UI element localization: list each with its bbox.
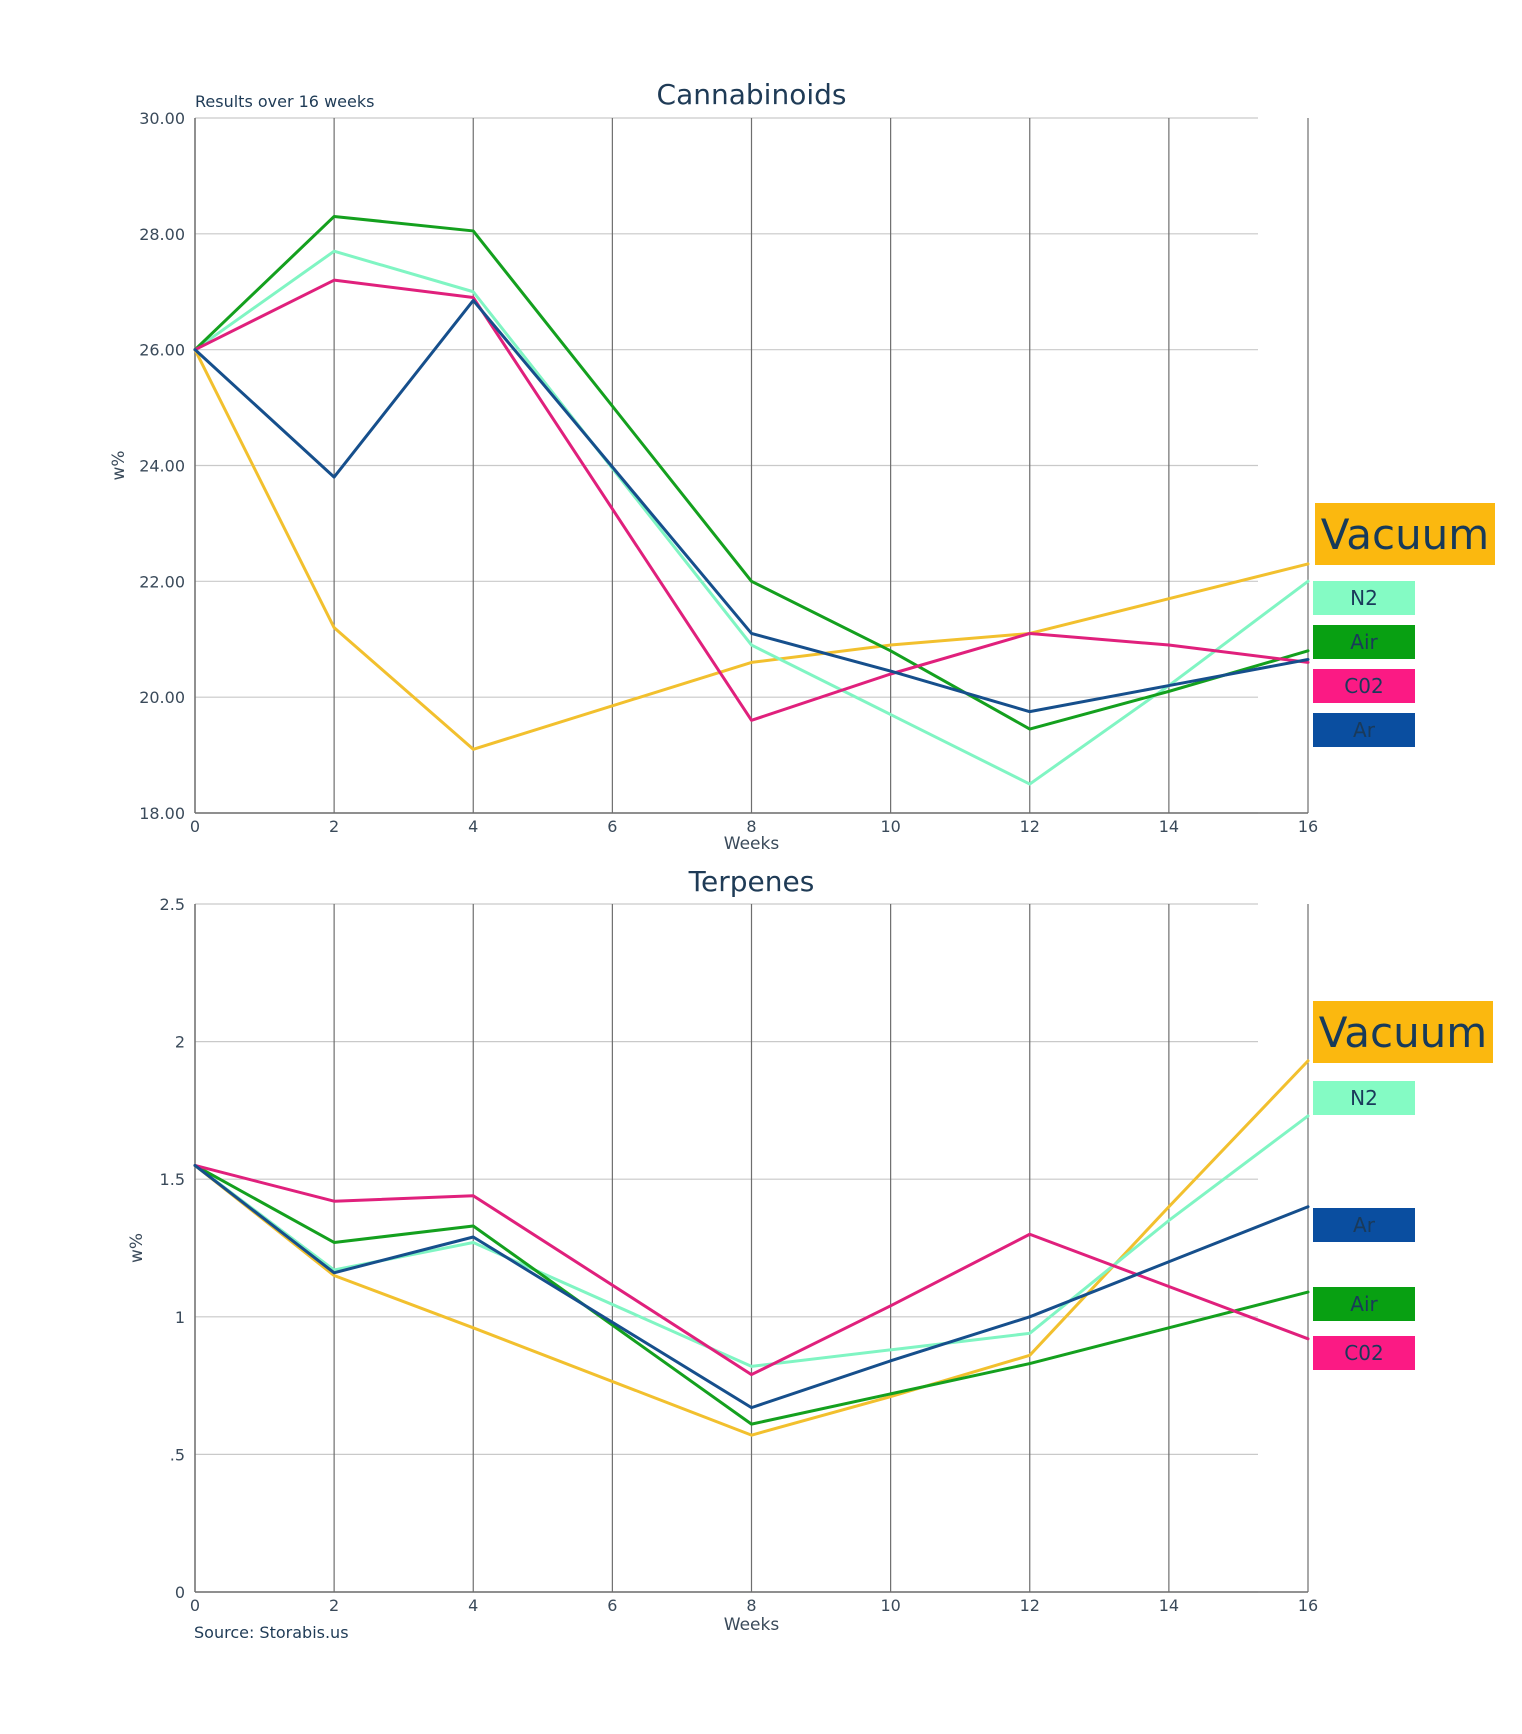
legend-swatch-air xyxy=(1313,625,1415,659)
x-axis-label: Weeks xyxy=(724,1615,780,1635)
x-tick-label: 0 xyxy=(190,817,200,836)
y-axis-label: w% xyxy=(109,450,129,480)
x-tick-label: 6 xyxy=(607,1596,617,1615)
x-tick-label: 10 xyxy=(880,1596,900,1615)
x-tick-label: 8 xyxy=(746,817,756,836)
y-tick-label: 30.00 xyxy=(139,109,185,128)
chart-subtitle: Results over 16 weeks xyxy=(195,92,374,111)
x-tick-label: 16 xyxy=(1298,817,1318,836)
x-tick-label: 12 xyxy=(1020,1596,1040,1615)
legend-label-ar: Ar xyxy=(1353,1213,1376,1237)
y-tick-label: 24.00 xyxy=(139,457,185,476)
legend-label-air: Air xyxy=(1350,630,1378,654)
chart-title: Cannabinoids xyxy=(657,78,847,111)
y-tick-label: 0 xyxy=(175,1583,185,1602)
legend-swatch-co2 xyxy=(1313,669,1415,703)
x-axis-label: Weeks xyxy=(724,834,780,854)
series-line-co2 xyxy=(193,278,1310,722)
x-tick-label: 14 xyxy=(1159,817,1179,836)
y-tick-label: .5 xyxy=(170,1445,185,1464)
legend-swatch-n2 xyxy=(1313,1081,1415,1115)
x-tick-label: 2 xyxy=(329,817,339,836)
series-line-vacuum xyxy=(193,1059,1310,1437)
legend-label-co2: C02 xyxy=(1344,674,1383,698)
x-tick-label: 0 xyxy=(190,1596,200,1615)
y-tick-label: 20.00 xyxy=(139,688,185,707)
legend-swatch-vacuum xyxy=(1315,503,1495,565)
legend-swatch-n2 xyxy=(1313,581,1415,615)
x-tick-label: 14 xyxy=(1159,1596,1179,1615)
legend-label-vacuum: Vacuum xyxy=(1319,1008,1487,1057)
chart-title: Terpenes xyxy=(688,865,815,898)
legend-swatch-air xyxy=(1313,1287,1415,1321)
y-tick-label: 1 xyxy=(175,1308,185,1327)
series-line-air xyxy=(193,1163,1310,1426)
legend-label-co2: C02 xyxy=(1344,1341,1383,1365)
series-line-ar xyxy=(193,298,1310,714)
y-tick-label: 1.5 xyxy=(160,1170,185,1189)
legend-label-ar: Ar xyxy=(1353,718,1376,742)
y-axis-label: w% xyxy=(127,1233,147,1263)
series-line-n2 xyxy=(193,249,1310,786)
y-tick-label: 22.00 xyxy=(139,572,185,591)
x-tick-label: 2 xyxy=(329,1596,339,1615)
series-line-air xyxy=(193,214,1310,731)
y-tick-label: 2 xyxy=(175,1033,185,1052)
legend-swatch-vacuum xyxy=(1313,1001,1493,1063)
series-line-co2 xyxy=(193,1163,1310,1377)
legend-swatch-ar xyxy=(1313,713,1415,747)
series-line-ar xyxy=(193,1163,1310,1410)
x-tick-label: 4 xyxy=(468,817,478,836)
x-tick-label: 8 xyxy=(746,1596,756,1615)
legend-label-vacuum: Vacuum xyxy=(1321,510,1489,559)
legend-label-air: Air xyxy=(1350,1292,1378,1316)
x-tick-label: 10 xyxy=(880,817,900,836)
y-tick-label: 28.00 xyxy=(139,225,185,244)
legend-swatch-co2 xyxy=(1313,1336,1415,1370)
x-tick-label: 6 xyxy=(607,817,617,836)
x-tick-label: 12 xyxy=(1020,817,1040,836)
legend-label-n2: N2 xyxy=(1350,586,1378,610)
x-tick-label: 16 xyxy=(1298,1596,1318,1615)
y-tick-label: 2.5 xyxy=(160,895,185,914)
cannabinoids-chart: 18.00 20.00 22.00 24.00 26.00 28.00 30.00 0 2 4 6 8… xyxy=(109,78,1495,854)
legend-swatch-ar xyxy=(1313,1208,1415,1242)
source-note: Source: Storabis.us xyxy=(194,1623,349,1642)
y-tick-label: 18.00 xyxy=(139,804,185,823)
terpenes-chart: 0 .5 1 1.5 2 2.5 0 2 4 6 8 10 12 14 16 Terpenes Weeks w% V… xyxy=(127,865,1493,1635)
legend-label-n2: N2 xyxy=(1350,1086,1378,1110)
x-tick-label: 4 xyxy=(468,1596,478,1615)
y-tick-label: 26.00 xyxy=(139,341,185,360)
